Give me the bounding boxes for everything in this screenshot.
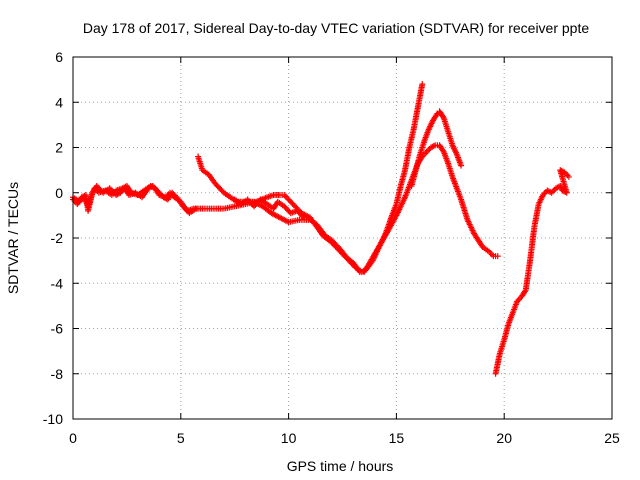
y-tick-label: 4 (55, 94, 63, 110)
y-tick-label: -4 (51, 275, 64, 291)
data-point (494, 253, 501, 260)
grid-lines (73, 57, 612, 419)
data-point-interp (299, 213, 306, 220)
data-point (192, 205, 199, 212)
data-point (458, 162, 465, 169)
x-tick-label: 25 (604, 430, 620, 446)
data-point (565, 173, 572, 180)
data-point-interp (439, 113, 446, 120)
x-tick-label: 5 (177, 430, 185, 446)
data-point-interp (521, 288, 528, 295)
data-point (419, 81, 426, 88)
plot-frame (72, 56, 613, 420)
y-axis-label: SDTVAR / TECUs (5, 182, 21, 294)
y-tick-label: 2 (55, 140, 63, 156)
data-point (300, 214, 307, 221)
data-marks (70, 81, 572, 377)
y-tick-label: 6 (55, 49, 63, 65)
chart-title: Day 178 of 2017, Sidereal Day-to-day VTE… (83, 20, 590, 36)
data-point-interp (433, 111, 440, 118)
y-tick-label: -10 (43, 411, 63, 427)
y-tick-label: -8 (51, 366, 64, 382)
x-tick-label: 20 (496, 430, 512, 446)
y-tick-label: -2 (51, 230, 64, 246)
x-tick-label: 0 (69, 430, 77, 446)
y-tick-label: 0 (55, 185, 63, 201)
x-tick-label: 10 (281, 430, 297, 446)
y-tick-label: -6 (51, 321, 64, 337)
x-tick-label: 15 (389, 430, 405, 446)
x-axis-label: GPS time / hours (287, 458, 394, 474)
